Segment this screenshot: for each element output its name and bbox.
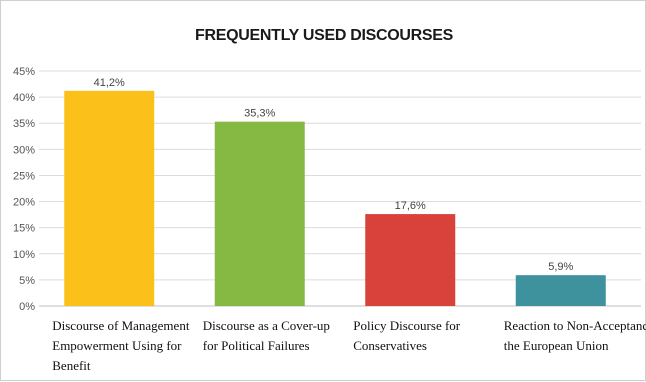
category-label: Reaction to Non-Acceptance to the Europea…	[504, 318, 646, 353]
y-tick-label: 25%	[13, 170, 35, 182]
category-labels: Discourse of Management Empowerment Using…	[52, 318, 646, 373]
y-tick-label: 5%	[19, 275, 35, 287]
y-tick-label: 45%	[13, 66, 35, 78]
y-tick-label: 20%	[13, 197, 35, 209]
category-label-line: Discourse of Management	[52, 318, 190, 333]
category-label-line: Empowerment Using for	[52, 338, 182, 353]
y-tick-label: 0%	[19, 301, 35, 313]
bars	[64, 90, 606, 307]
category-label: Discourse as a Cover-up for Political Fai…	[203, 318, 330, 353]
y-tick-label: 10%	[13, 249, 35, 261]
category-label-line: Discourse as a Cover-up	[203, 318, 330, 333]
data-label: 5,9%	[548, 261, 573, 273]
bar	[515, 275, 606, 306]
category-label-line: for Political Failures	[203, 338, 310, 353]
category-label-line: Benefit	[52, 358, 91, 373]
y-tick-label: 15%	[13, 223, 35, 235]
category-label-line: Policy Discourse for	[353, 318, 461, 333]
y-tick-label: 35%	[13, 118, 35, 130]
data-label: 17,6%	[395, 200, 426, 212]
bar	[214, 121, 305, 307]
bar	[64, 90, 155, 306]
category-label-line: Conservatives	[353, 338, 427, 353]
category-label-line: Reaction to Non-Acceptance to	[504, 318, 646, 333]
bar	[365, 214, 456, 306]
chart-title: FREQUENTLY USED DISCOURSES	[195, 27, 454, 44]
data-label: 41,2%	[94, 77, 125, 89]
category-label: Policy Discourse for Conservatives	[353, 318, 461, 353]
y-tick-label: 30%	[13, 144, 35, 156]
data-labels: 41,2% 35,3% 17,6% 5,9%	[94, 77, 574, 273]
data-label: 35,3%	[244, 108, 275, 120]
category-label-line: the European Union	[504, 338, 609, 353]
y-axis-ticks: 0% 5% 10% 15% 20% 25% 30% 35% 40% 45%	[13, 66, 35, 313]
category-label: Discourse of Management Empowerment Using…	[52, 318, 190, 373]
y-tick-label: 40%	[13, 92, 35, 104]
